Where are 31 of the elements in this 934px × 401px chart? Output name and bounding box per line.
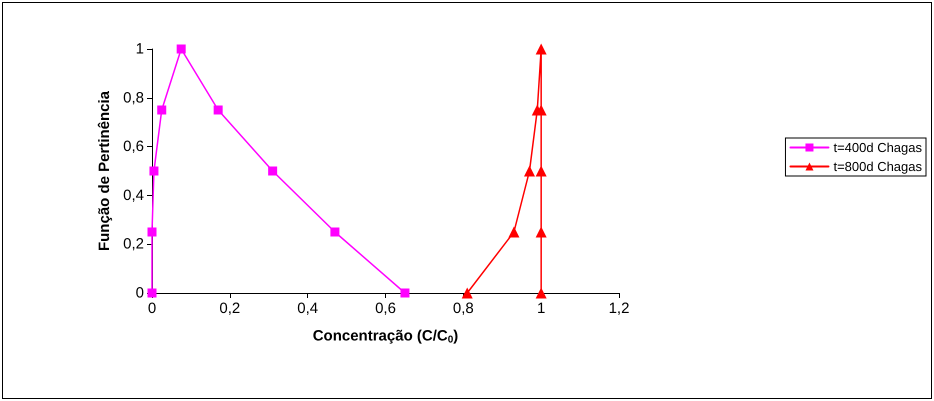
y-tick-label: 0,2 xyxy=(123,236,144,253)
x-tick-label: 0,2 xyxy=(219,300,240,317)
point xyxy=(536,226,547,238)
y-axis-title: Função de Pertinência xyxy=(96,90,113,252)
x-tick-label: 1 xyxy=(536,300,546,317)
point xyxy=(330,228,340,236)
point xyxy=(148,228,156,236)
point xyxy=(268,166,278,176)
x-tick-label: 1,2 xyxy=(608,300,630,317)
point xyxy=(176,44,186,54)
legend-label: t=800d Chagas xyxy=(833,159,922,174)
point xyxy=(536,166,547,176)
point xyxy=(149,166,158,176)
y-tick-label: 0,8 xyxy=(123,89,144,106)
point xyxy=(214,106,223,114)
y-tick-label: 0,4 xyxy=(123,186,144,204)
x-tick-label: 0,8 xyxy=(452,300,474,317)
x-tick-label: 0,6 xyxy=(375,300,396,317)
y-tick-label: 0,6 xyxy=(123,138,144,156)
x-tick-label: 0 xyxy=(148,300,156,317)
y-tick-label: 0 xyxy=(136,284,144,302)
point xyxy=(400,288,410,298)
point xyxy=(536,288,547,298)
point xyxy=(524,166,535,176)
point xyxy=(508,226,520,238)
point xyxy=(462,288,473,298)
point xyxy=(536,44,547,54)
x-tick-label: 0,4 xyxy=(297,300,318,317)
y-tick-label: 1 xyxy=(136,40,144,58)
point xyxy=(157,106,166,114)
legend-label: t=400d Chagas xyxy=(833,140,922,155)
